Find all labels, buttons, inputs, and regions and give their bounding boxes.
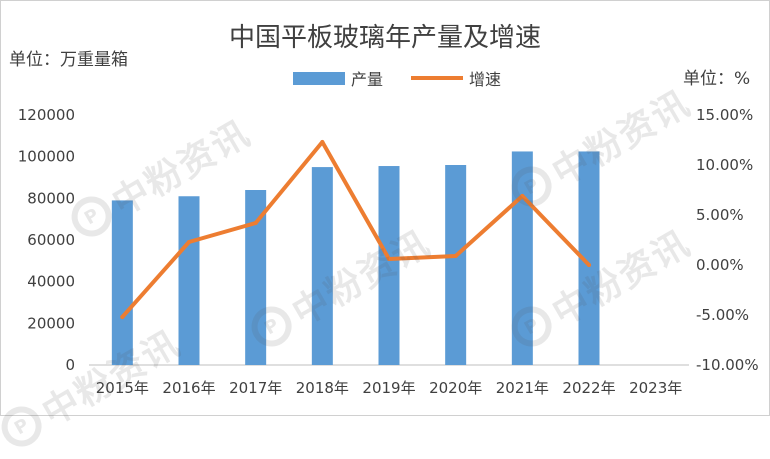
bar-output — [111, 200, 133, 365]
growth-line — [120, 140, 591, 319]
bar-output — [311, 167, 333, 365]
chart-svg: 0 20000 40000 60000 80000 100000 120000 -10.00%… — [18, 106, 759, 397]
legend-bar-swatch — [293, 71, 345, 85]
bar-output — [378, 166, 400, 365]
left-axis-tick-label: 40000 — [27, 273, 75, 291]
bar-output — [245, 190, 267, 365]
right-axis-tick-label: 15.00% — [696, 106, 753, 124]
right-axis-tick-label: -10.00% — [696, 356, 759, 374]
legend-label-growth: 增速 — [469, 70, 502, 89]
left-axis-tick-label: 80000 — [27, 189, 75, 207]
left-axis-tick-label: 60000 — [27, 231, 75, 249]
growth-point — [520, 194, 525, 198]
left-axis-tick-label: 20000 — [27, 314, 75, 332]
right-axis-unit-label: 单位：% — [683, 69, 751, 89]
growth-point — [187, 240, 191, 244]
x-axis-tick-label: 2022年 — [562, 379, 615, 397]
left-axis-unit-label: 单位：万重量箱 — [9, 50, 128, 70]
x-axis-tick-label: 2015年 — [96, 379, 149, 397]
growth-point — [387, 257, 391, 261]
chart-title: 中国平板玻璃年产量及增速 — [228, 23, 541, 53]
growth-point — [453, 254, 458, 258]
growth-point — [253, 221, 258, 225]
right-axis-tick-label: 10.00% — [696, 156, 753, 174]
x-axis-tick-label: 2016年 — [162, 379, 215, 397]
x-axis-tick-label: 2023年 — [629, 379, 682, 397]
bar-output — [578, 151, 600, 365]
legend-line-swatch — [411, 76, 464, 80]
right-axis-tick-label: 0.00% — [696, 256, 744, 274]
right-axis-tick-label: -5.00% — [696, 306, 749, 324]
x-axis-tick-label: 2019年 — [362, 379, 415, 397]
x-axis-tick-label: 2021年 — [496, 379, 549, 397]
left-axis-tick-label: 100000 — [18, 148, 75, 166]
x-axis-tick-label: 2020年 — [429, 379, 482, 397]
growth-point — [120, 315, 125, 319]
legend: 产量 增速 — [293, 67, 501, 89]
x-axis-tick-label: 2017年 — [229, 379, 282, 397]
growth-point — [587, 263, 591, 267]
left-axis-tick-label: 0 — [65, 356, 75, 374]
right-axis-tick-label: 5.00% — [696, 206, 744, 224]
growth-point — [320, 140, 325, 144]
left-axis-tick-label: 120000 — [18, 106, 75, 124]
legend-label-output: 产量 — [351, 70, 384, 89]
bar-output — [445, 165, 467, 365]
bar-output — [178, 196, 200, 365]
bar-output — [511, 151, 533, 365]
x-axis-tick-label: 2018年 — [296, 379, 349, 397]
